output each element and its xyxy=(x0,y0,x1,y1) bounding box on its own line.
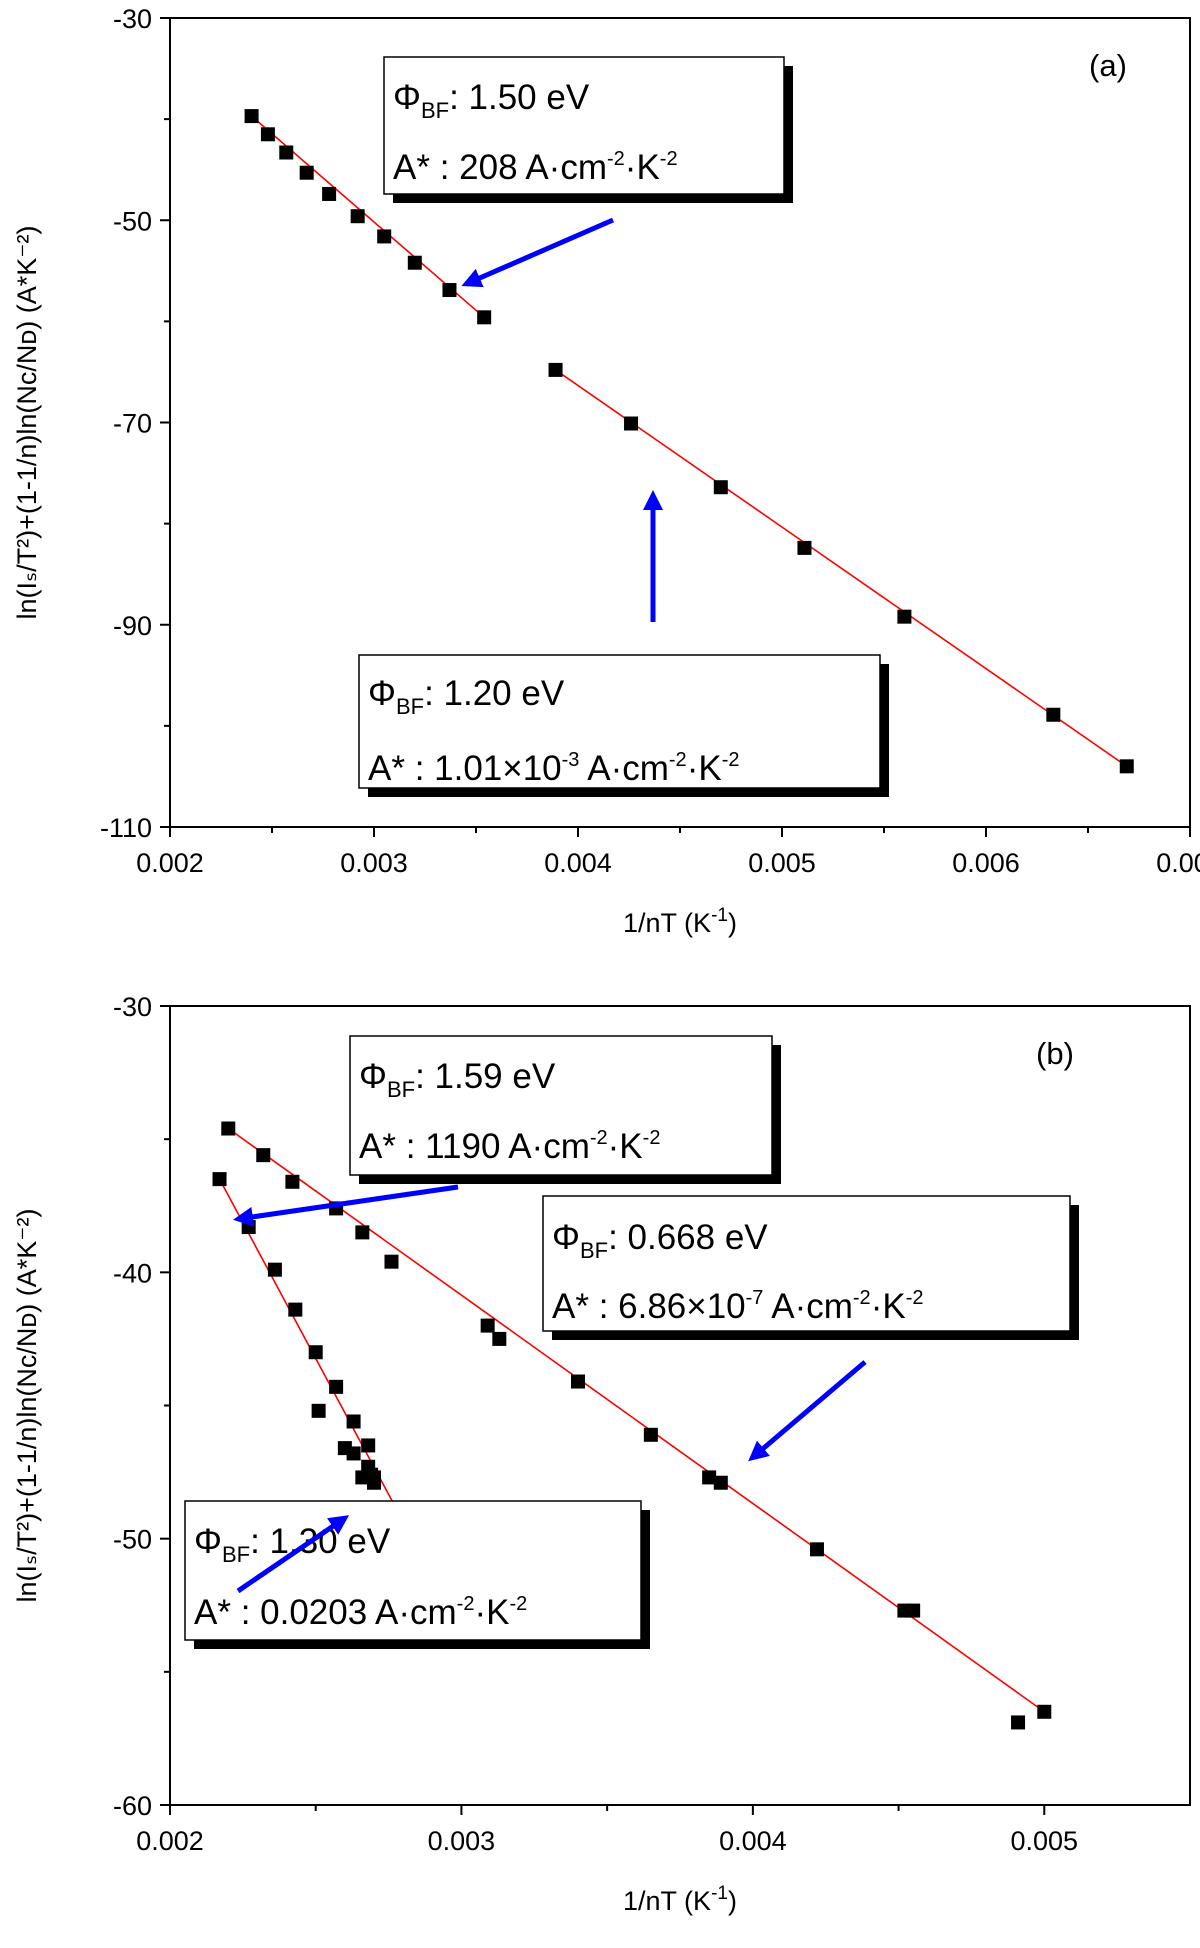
data-point xyxy=(367,1470,381,1485)
blue-arrow xyxy=(748,1360,867,1462)
y-tick-label: -50 xyxy=(113,1525,152,1555)
data-point xyxy=(299,165,314,180)
data-point xyxy=(713,480,728,495)
richardson-constant-label: A* : 0.0203 A·cm-2·K-2 xyxy=(194,1593,527,1632)
y-tick-label: -90 xyxy=(113,611,152,641)
data-point xyxy=(906,1603,921,1618)
y-axis-title: ln(Iₛ/T²)+(1-1/n)ln(Nᴄ/Nᴅ) (A*K⁻²) xyxy=(12,226,42,620)
panel-label: (a) xyxy=(1089,48,1127,83)
y-tick-label: -30 xyxy=(113,4,152,34)
data-point xyxy=(480,1318,495,1333)
x-axis-title: 1/nT (K-1) xyxy=(623,1883,737,1916)
data-point xyxy=(548,362,563,377)
data-point xyxy=(571,1374,585,1389)
data-point xyxy=(713,1475,728,1490)
data-point xyxy=(322,186,337,201)
chart-panel-a: 0.002 0.003 0.004 0.005 0.006 0.007 -30 -50 -70 -… xyxy=(0,0,1200,965)
barrier-height-label: ΦBF: 1.50 eV xyxy=(393,78,590,123)
x-tick-label: 0.002 xyxy=(136,848,204,878)
fit-line-2 xyxy=(555,369,1128,767)
box-background xyxy=(358,654,881,789)
data-point xyxy=(288,1302,303,1317)
data-point xyxy=(477,310,492,325)
y-tick-label: -50 xyxy=(113,206,152,236)
annotation-box: ΦBF: 1.50 eV A* : 208 A·cm-2·K-2 xyxy=(383,56,793,203)
y-tick-label: -60 xyxy=(113,1791,152,1821)
richardson-constant-label: A* : 208 A·cm-2·K-2 xyxy=(393,148,678,187)
data-point xyxy=(329,1379,344,1394)
data-point xyxy=(279,145,294,160)
data-point xyxy=(897,609,912,624)
barrier-height-label: ΦBF: 0.668 eV xyxy=(552,1218,768,1263)
data-point xyxy=(361,1438,376,1453)
data-point xyxy=(285,1174,300,1189)
y-tick-label: -40 xyxy=(113,1258,152,1288)
y-axis-title: ln(Iₛ/T²)+(1-1/n)ln(Nᴄ/Nᴅ) (A*K⁻²) xyxy=(12,1209,42,1603)
data-point xyxy=(1037,1704,1052,1719)
panel-label: (b) xyxy=(1036,1036,1074,1071)
blue-arrow xyxy=(461,217,614,288)
data-point xyxy=(797,540,812,555)
box-background xyxy=(383,56,785,195)
chart-panel-b: 0.002 0.003 0.004 0.005 -30 -40 -50 -60 1/nT (K-… xyxy=(0,970,1200,1943)
data-point xyxy=(212,1172,227,1187)
data-point xyxy=(256,1148,271,1163)
data-point xyxy=(260,127,275,142)
barrier-height-label: ΦBF: 1.20 eV xyxy=(368,674,565,719)
data-point xyxy=(442,283,457,298)
x-tick-label: 0.004 xyxy=(544,848,612,878)
box-background xyxy=(184,1500,642,1641)
y-tick-label: -70 xyxy=(113,409,152,439)
chart-a-svg: 0.002 0.003 0.004 0.005 0.006 0.007 -30 -50 -70 -… xyxy=(12,4,1200,938)
chart-b-svg: 0.002 0.003 0.004 0.005 -30 -40 -50 -60 1/nT (K-… xyxy=(12,992,1191,1916)
y-tick-label: -30 xyxy=(113,992,152,1022)
annotation-box: ΦBF: 1.59 eV A* : 1190 A·cm-2·K-2 xyxy=(349,1035,781,1184)
data-point xyxy=(355,1225,370,1240)
data-point xyxy=(809,1542,824,1557)
x-tick-label: 0.005 xyxy=(748,848,816,878)
richardson-constant-label: A* : 1190 A·cm-2·K-2 xyxy=(359,1127,660,1166)
data-point xyxy=(384,1254,399,1269)
data-point xyxy=(1011,1715,1026,1730)
blue-arrow xyxy=(236,1515,350,1594)
data-point xyxy=(624,416,639,431)
data-point xyxy=(267,1262,282,1277)
data-point xyxy=(311,1403,326,1418)
data-point xyxy=(241,1220,256,1235)
data-point xyxy=(346,1446,361,1461)
y-tick-label: -110 xyxy=(100,813,152,843)
data-point xyxy=(407,255,422,270)
x-tick-label: 0.002 xyxy=(136,1826,204,1856)
x-tick-label: 0.007 xyxy=(1156,848,1200,878)
annotation-box: ΦBF: 1.20 eV A* : 1.01×10-3 A·cm-2·K-2 xyxy=(358,654,889,797)
data-point xyxy=(492,1331,507,1346)
data-point xyxy=(244,109,259,124)
data-point xyxy=(702,1470,717,1485)
data-point xyxy=(350,209,365,224)
x-tick-label: 0.004 xyxy=(719,1826,787,1856)
data-point xyxy=(377,229,392,244)
data-point xyxy=(1046,707,1061,722)
data-point xyxy=(308,1345,323,1360)
barrier-height-label: ΦBF: 1.59 eV xyxy=(359,1057,556,1102)
richardson-constant-label: A* : 6.86×10-7 A·cm-2·K-2 xyxy=(552,1287,923,1326)
data-point xyxy=(1119,759,1134,774)
x-tick-label: 0.005 xyxy=(1010,1826,1078,1856)
data-point xyxy=(643,1427,658,1442)
box-background xyxy=(349,1035,773,1176)
x-tick-label: 0.006 xyxy=(952,848,1020,878)
x-tick-label: 0.003 xyxy=(340,848,408,878)
richardson-constant-label: A* : 1.01×10-3 A·cm-2·K-2 xyxy=(368,749,739,788)
data-point xyxy=(346,1414,361,1429)
blue-arrow xyxy=(233,1184,459,1227)
annotation-box: ΦBF: 1.30 eVA* : 0.0203 A·cm-2·K-2 xyxy=(184,1500,650,1649)
annotation-box: ΦBF: 0.668 eV A* : 6.86×10-7 A·cm-2·K-2 xyxy=(542,1195,1079,1340)
data-point xyxy=(221,1121,236,1136)
x-tick-label: 0.003 xyxy=(428,1826,496,1856)
box-background xyxy=(542,1195,1071,1332)
x-axis-title: 1/nT (K-1) xyxy=(623,905,737,938)
